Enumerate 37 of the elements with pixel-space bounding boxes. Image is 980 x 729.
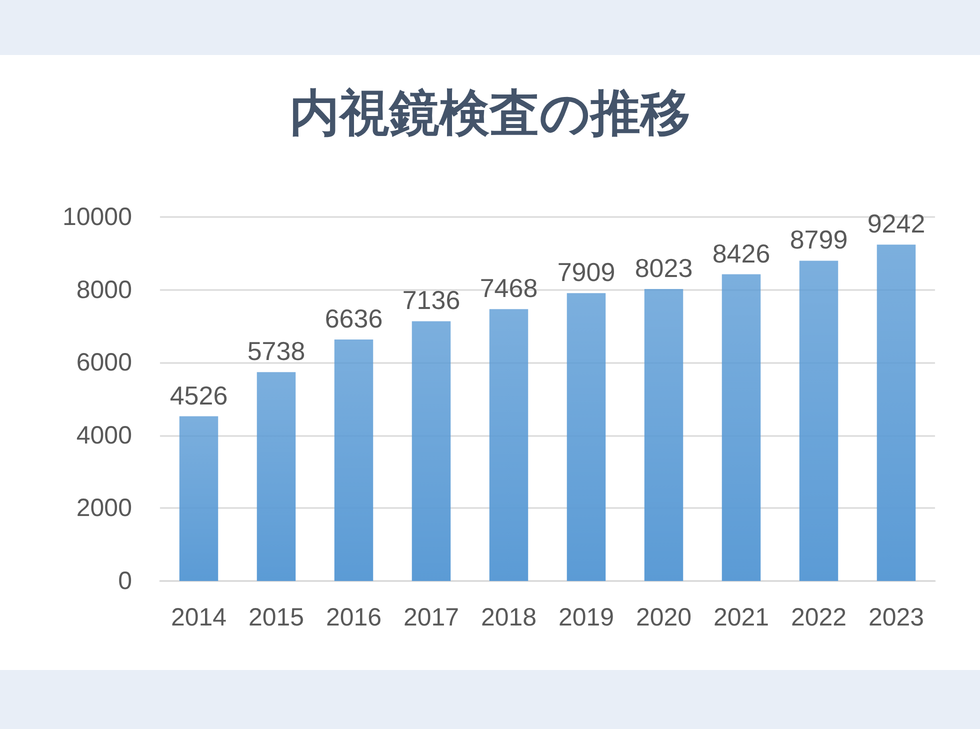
- x-tick-label: 2014: [170, 604, 227, 632]
- y-tick-label: 4000: [76, 421, 132, 450]
- x-tick-label: 2020: [636, 604, 692, 632]
- x-tick-label: 2015: [248, 604, 304, 632]
- data-label: 5738: [247, 336, 306, 366]
- data-label: 7468: [480, 273, 538, 304]
- y-tick-label: 6000: [76, 348, 132, 377]
- y-tick-label: 2000: [76, 494, 132, 522]
- x-tick-label: 2017: [403, 604, 460, 632]
- x-tick-label: 2016: [326, 604, 382, 632]
- y-tick-label: 0: [118, 567, 132, 595]
- bar: [644, 288, 684, 581]
- y-tick-label: 10000: [62, 203, 132, 231]
- bar: [876, 244, 916, 581]
- bar: [566, 293, 606, 581]
- bar: [179, 416, 218, 581]
- x-tick-label: 2019: [558, 604, 614, 632]
- data-label: 7136: [402, 285, 460, 316]
- data-label: 8023: [634, 252, 693, 283]
- data-label: 4526: [170, 380, 228, 410]
- bar: [412, 321, 451, 581]
- x-tick-label: 2021: [713, 604, 770, 632]
- bar: [256, 372, 296, 581]
- bar: [722, 274, 761, 581]
- x-tick-label: 2023: [868, 604, 924, 632]
- x-tick-label: 2018: [480, 604, 537, 632]
- data-label: 8426: [712, 238, 770, 268]
- data-label: 8799: [790, 224, 848, 255]
- bar: [799, 260, 838, 581]
- x-tick-label: 2022: [790, 604, 847, 632]
- chart-title: 内視鏡検査の推移: [290, 84, 690, 142]
- bar: [489, 309, 528, 581]
- y-tick-label: 8000: [76, 276, 132, 304]
- data-label: 6636: [324, 303, 383, 334]
- bar: [334, 339, 374, 581]
- data-label: 9242: [867, 208, 926, 239]
- data-label: 7909: [557, 257, 616, 288]
